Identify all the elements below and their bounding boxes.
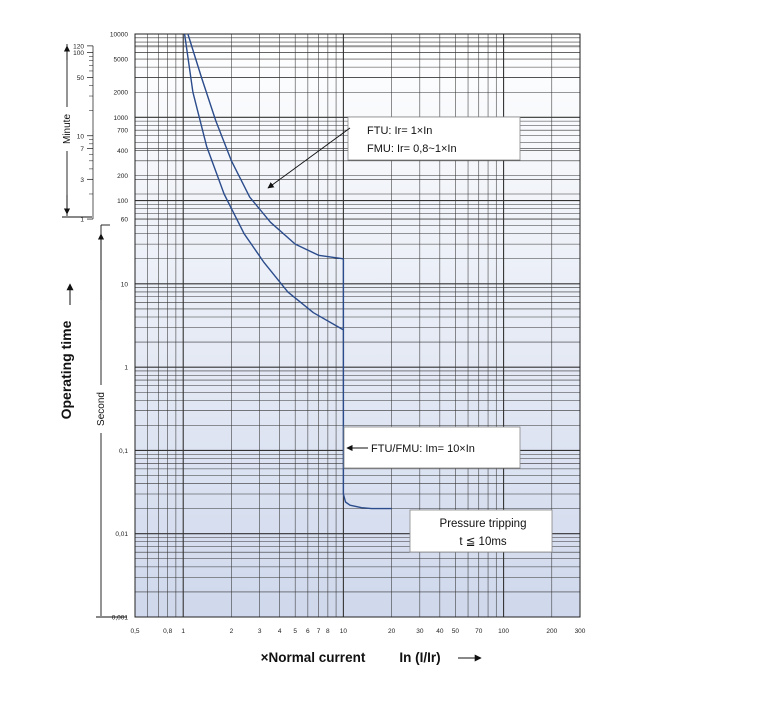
ftu-annotation-line1: FTU: Ir= 1×In (367, 125, 432, 137)
y-tick-label: 1 (124, 365, 128, 372)
y-tick-labels: 0,001 0,01 0,1 1 10 10000 5000 2000 1000 700 400 20… (110, 32, 128, 622)
minute-tick-label: 7 (80, 146, 84, 153)
x-tick-label: 200 (546, 628, 557, 635)
x-tick-label: 6 (306, 628, 310, 635)
x-tick-label: 3 (258, 628, 262, 635)
y-tick-label: 10000 (110, 32, 128, 39)
series-line-2 (183, 33, 344, 331)
x-tick-labels: 0,5 0,8 1 2 3 4 5 6 7 8 10 20 30 40 50 70 100 200 300 (130, 628, 585, 635)
pressure-annotation-box (409, 509, 553, 553)
inst-annotation-box (343, 426, 521, 469)
x-tick-label: 10 (340, 628, 348, 635)
y-tick-label: 100 (117, 198, 128, 205)
x-axis-unit: In (I/Ir) (399, 650, 440, 665)
y-tick-label: 60 (121, 217, 129, 224)
x-tick-label: 100 (498, 628, 509, 635)
series-line-1 (187, 33, 344, 260)
x-tick-label: 30 (416, 628, 424, 635)
y-tick-label: 1000 (114, 115, 129, 122)
x-tick-label: 4 (278, 628, 282, 635)
y-tick-label: 0,01 (115, 531, 128, 538)
minute-tick-label: 120 (73, 43, 84, 50)
curves (183, 33, 392, 510)
y-tick-label: 2000 (114, 90, 129, 97)
minute-label-bg (61, 107, 73, 151)
second-axis-label: Second (96, 392, 107, 426)
x-axis-title: ×Normal current (261, 650, 366, 665)
x-tick-label: 8 (326, 628, 330, 635)
minute-tick-label: 50 (77, 75, 85, 82)
y-tick-label: 0,001 (112, 615, 129, 622)
y-tick-label: 200 (117, 173, 128, 180)
x-tick-label: 20 (388, 628, 396, 635)
pressure-annotation-line2: t ≦ 10ms (459, 536, 507, 548)
x-tick-label: 0,5 (130, 628, 139, 635)
y-tick-label: 0,1 (119, 448, 128, 455)
minute-tick-label: 10 (77, 133, 85, 140)
minute-tick-label: 3 (80, 177, 84, 184)
ftu-annotation-line2: FMU: Ir= 0,8~1×In (367, 143, 457, 155)
y-tick-label: 5000 (114, 57, 129, 64)
x-tick-label: 0,8 (163, 628, 172, 635)
x-tick-label: 50 (452, 628, 460, 635)
x-tick-label: 2 (230, 628, 234, 635)
minute-tick-label: 1 (80, 217, 84, 224)
y-tick-label: 700 (117, 128, 128, 135)
series-line-3 (342, 258, 392, 510)
inst-annotation-text: FTU/FMU: Im= 10×In (371, 443, 475, 455)
x-tick-label: 1 (181, 628, 185, 635)
plot-frame (134, 33, 581, 618)
minute-tick-label: 100 (73, 50, 84, 57)
y-tick-label: 10 (121, 281, 129, 288)
pressure-annotation-line1: Pressure tripping (440, 518, 527, 530)
second-label-bg (95, 385, 107, 433)
y-tick-label: 400 (117, 148, 128, 155)
x-tick-label: 7 (317, 628, 321, 635)
x-tick-label: 70 (475, 628, 483, 635)
x-tick-label: 40 (436, 628, 444, 635)
y-axis-title: Operating time (58, 320, 74, 419)
ftu-arrow (267, 127, 351, 189)
ftu-annotation-box (347, 116, 521, 161)
minute-axis-label: Minute (62, 114, 73, 144)
x-tick-label: 5 (293, 628, 297, 635)
x-tick-label: 300 (575, 628, 586, 635)
